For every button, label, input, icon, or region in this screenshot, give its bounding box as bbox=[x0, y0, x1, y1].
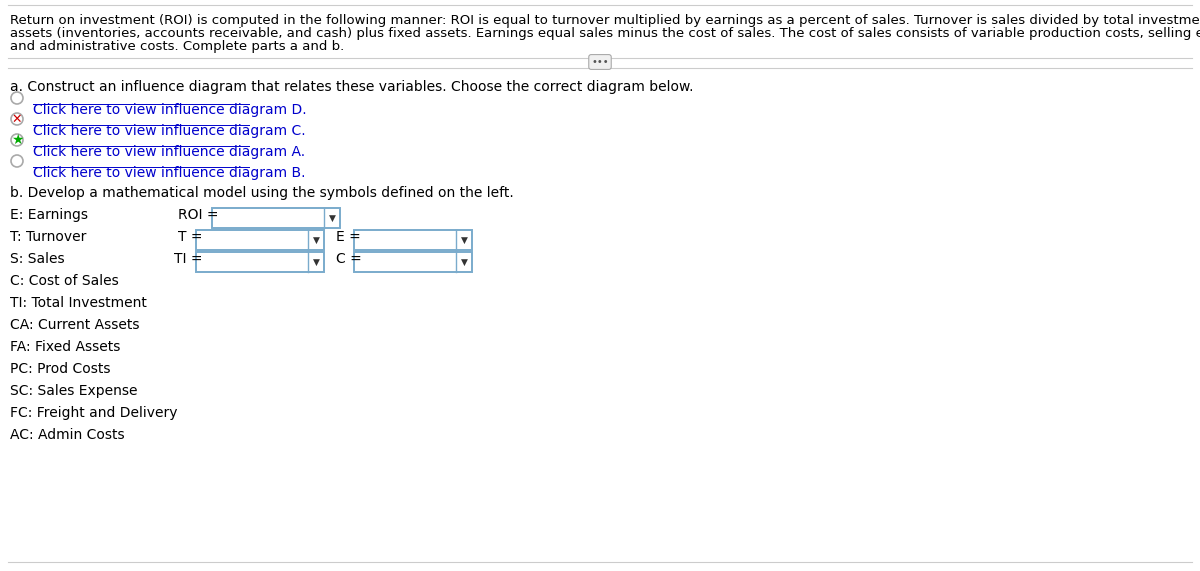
FancyBboxPatch shape bbox=[196, 252, 324, 272]
FancyBboxPatch shape bbox=[354, 252, 472, 272]
Text: CA: Current Assets: CA: Current Assets bbox=[10, 318, 139, 332]
Text: E =: E = bbox=[336, 230, 361, 244]
Text: S: Sales: S: Sales bbox=[10, 252, 65, 266]
FancyBboxPatch shape bbox=[196, 230, 324, 250]
Text: b. Develop a mathematical model using the symbols defined on the left.: b. Develop a mathematical model using th… bbox=[10, 186, 514, 200]
Text: AC: Admin Costs: AC: Admin Costs bbox=[10, 428, 125, 442]
Text: ✕: ✕ bbox=[12, 112, 23, 126]
Text: C: Cost of Sales: C: Cost of Sales bbox=[10, 274, 119, 288]
Text: ▼: ▼ bbox=[312, 258, 319, 267]
FancyBboxPatch shape bbox=[212, 208, 340, 228]
Text: C =: C = bbox=[336, 252, 361, 266]
Text: Click here to view influence diagram D.: Click here to view influence diagram D. bbox=[34, 103, 307, 117]
Text: T: Turnover: T: Turnover bbox=[10, 230, 86, 244]
Text: ▼: ▼ bbox=[312, 235, 319, 244]
Text: TI: Total Investment: TI: Total Investment bbox=[10, 296, 146, 310]
FancyBboxPatch shape bbox=[354, 230, 472, 250]
Text: •••: ••• bbox=[592, 57, 608, 67]
Text: E: Earnings: E: Earnings bbox=[10, 208, 88, 222]
Text: FC: Freight and Delivery: FC: Freight and Delivery bbox=[10, 406, 178, 420]
Text: Click here to view influence diagram B.: Click here to view influence diagram B. bbox=[34, 166, 306, 180]
Text: PC: Prod Costs: PC: Prod Costs bbox=[10, 362, 110, 376]
Text: Click here to view influence diagram C.: Click here to view influence diagram C. bbox=[34, 124, 306, 138]
Text: ★: ★ bbox=[11, 133, 23, 147]
Text: FA: Fixed Assets: FA: Fixed Assets bbox=[10, 340, 120, 354]
Text: T =: T = bbox=[178, 230, 203, 244]
Text: Click here to view influence diagram A.: Click here to view influence diagram A. bbox=[34, 145, 305, 159]
Text: and administrative costs. Complete parts a and b.: and administrative costs. Complete parts… bbox=[10, 40, 344, 53]
Text: Return on investment (ROI) is computed in the following manner: ROI is equal to : Return on investment (ROI) is computed i… bbox=[10, 14, 1200, 27]
Text: ROI =: ROI = bbox=[178, 208, 218, 222]
Text: ▼: ▼ bbox=[461, 235, 468, 244]
Text: ▼: ▼ bbox=[461, 258, 468, 267]
Text: SC: Sales Expense: SC: Sales Expense bbox=[10, 384, 138, 398]
Text: assets (inventories, accounts receivable, and cash) plus fixed assets. Earnings : assets (inventories, accounts receivable… bbox=[10, 27, 1200, 40]
Text: ▼: ▼ bbox=[329, 214, 336, 223]
Text: TI =: TI = bbox=[174, 252, 203, 266]
Text: a. Construct an influence diagram that relates these variables. Choose the corre: a. Construct an influence diagram that r… bbox=[10, 80, 694, 94]
